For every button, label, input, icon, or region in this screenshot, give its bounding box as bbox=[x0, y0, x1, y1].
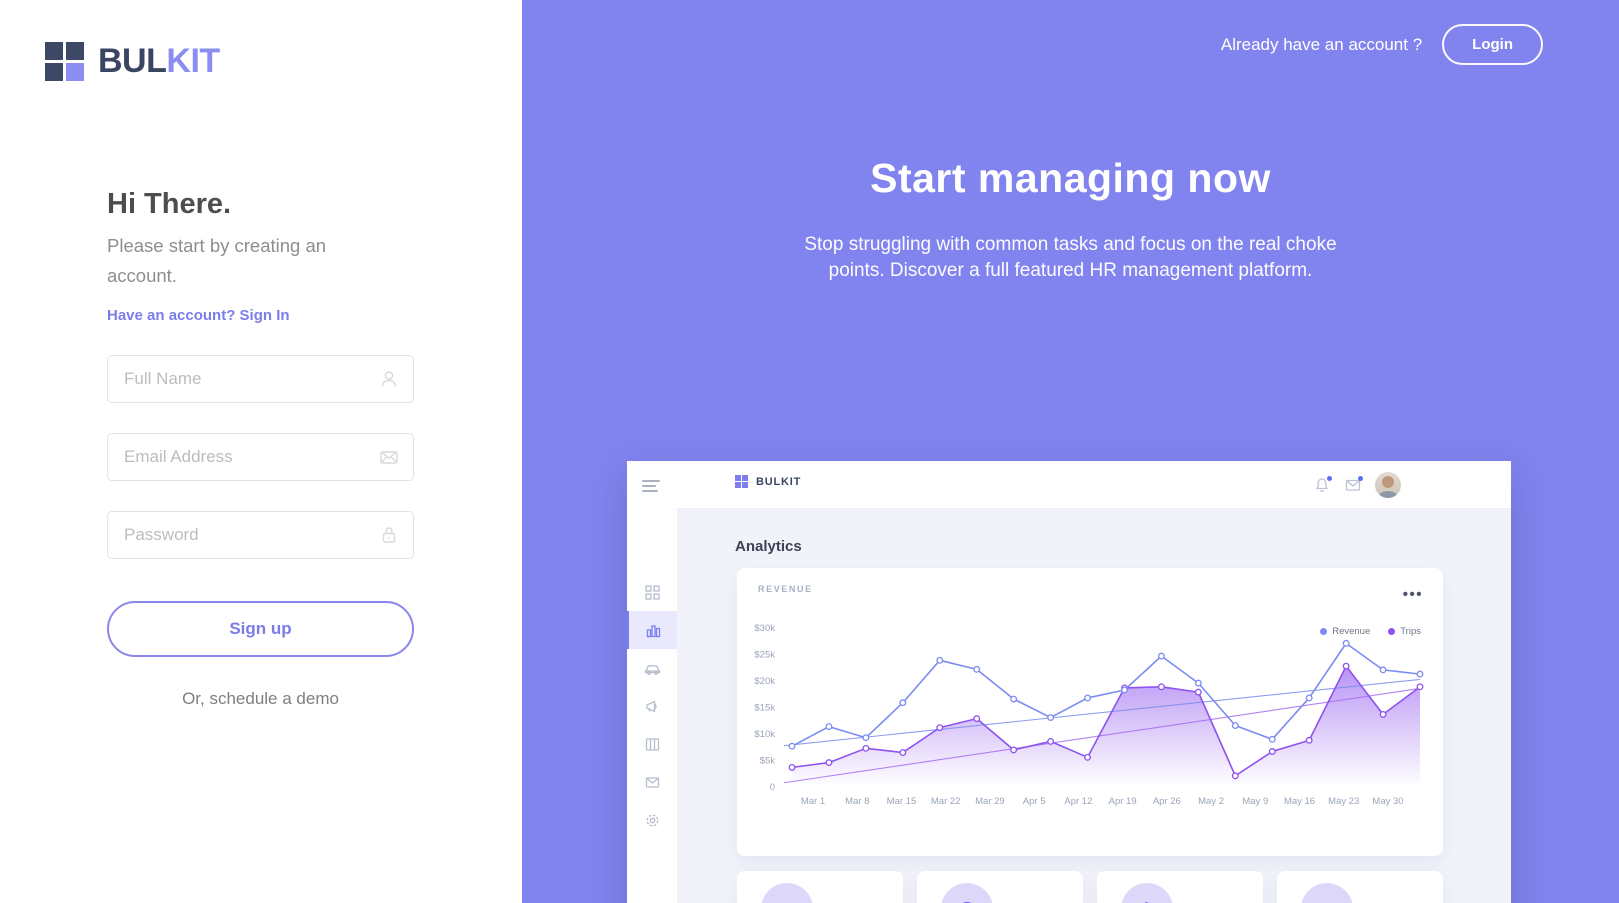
card-menu-dots-icon: ••• bbox=[1402, 586, 1423, 603]
svg-text:$20k: $20k bbox=[754, 676, 775, 687]
target-icon bbox=[941, 883, 993, 903]
svg-text:Mar 8: Mar 8 bbox=[845, 796, 869, 807]
revenue-card: REVENUE ••• Revenue Trips $30k $25k $20k $1… bbox=[737, 568, 1443, 856]
login-button[interactable]: Login bbox=[1442, 24, 1543, 65]
svg-text:May 9: May 9 bbox=[1242, 796, 1268, 807]
bulkit-logo: BULKIT bbox=[45, 42, 220, 81]
account-prompt: Already have an account ? bbox=[1220, 34, 1423, 54]
svg-text:Apr 26: Apr 26 bbox=[1153, 796, 1181, 807]
megaphone-icon bbox=[627, 687, 677, 725]
columns-icon bbox=[627, 725, 677, 763]
svg-text:$25k: $25k bbox=[754, 650, 775, 661]
svg-text:Apr 12: Apr 12 bbox=[1064, 796, 1092, 807]
dashboard-preview: BULKIT Analytics REVENUE ••• Revenue Tr bbox=[627, 461, 1511, 903]
schedule-demo-link[interactable]: Or, schedule a demo bbox=[182, 689, 339, 708]
bulkit-mini-logo-icon bbox=[735, 475, 748, 488]
kpi-card bbox=[917, 871, 1083, 903]
hero-panel: Already have an account ? Login Start ma… bbox=[522, 0, 1619, 903]
svg-text:Mar 22: Mar 22 bbox=[931, 796, 961, 807]
chart-legend: Revenue Trips bbox=[1320, 626, 1421, 637]
signup-panel: BULKIT Hi There. Please start by creatin… bbox=[0, 0, 522, 903]
svg-text:May 23: May 23 bbox=[1328, 796, 1359, 807]
revenue-chart: $30k $25k $20k $15k $10k $5k 0 Mar 1 Mar 8 Mar 15… bbox=[754, 623, 1424, 807]
analytics-title: Analytics bbox=[735, 538, 802, 555]
hero-title: Start managing now bbox=[870, 155, 1271, 201]
kpi-cards-row bbox=[737, 871, 1443, 903]
hero-description: Stop struggling with common tasks and fo… bbox=[804, 234, 1337, 281]
welcome-heading: Hi There. bbox=[107, 188, 232, 220]
svg-text:$10k: $10k bbox=[754, 729, 775, 740]
password-field-wrap bbox=[107, 511, 414, 559]
preview-header: BULKIT bbox=[677, 461, 1511, 509]
mail-notification-icon bbox=[1344, 476, 1363, 494]
svg-text:Apr 5: Apr 5 bbox=[1023, 796, 1046, 807]
growth-icon bbox=[1301, 883, 1353, 903]
tap-icon bbox=[1121, 883, 1173, 903]
signin-link[interactable]: Have an account? Sign In bbox=[107, 307, 290, 324]
check-icon bbox=[761, 883, 813, 903]
gear-icon bbox=[627, 801, 677, 839]
svg-text:$5k: $5k bbox=[760, 756, 776, 767]
legend-trips: Trips bbox=[1388, 626, 1421, 637]
revenue-card-title: REVENUE bbox=[758, 584, 813, 594]
password-input[interactable] bbox=[107, 511, 414, 559]
svg-text:0: 0 bbox=[770, 782, 775, 793]
mail-icon bbox=[627, 763, 677, 801]
bell-icon bbox=[1313, 476, 1332, 494]
kpi-card bbox=[1277, 871, 1443, 903]
svg-text:Mar 1: Mar 1 bbox=[801, 796, 825, 807]
svg-text:Apr 19: Apr 19 bbox=[1109, 796, 1137, 807]
kpi-card bbox=[737, 871, 903, 903]
grid-icon bbox=[627, 573, 677, 611]
email-field-wrap bbox=[107, 433, 414, 481]
svg-text:Mar 29: Mar 29 bbox=[975, 796, 1005, 807]
preview-brand-name: BULKIT bbox=[756, 475, 802, 488]
preview-brand: BULKIT bbox=[735, 475, 801, 488]
svg-text:May 16: May 16 bbox=[1284, 796, 1315, 807]
bar-chart-icon bbox=[627, 611, 677, 649]
menu-icon bbox=[642, 480, 660, 495]
svg-text:$15k: $15k bbox=[754, 703, 775, 714]
svg-text:$30k: $30k bbox=[754, 623, 775, 634]
legend-revenue: Revenue bbox=[1320, 626, 1370, 637]
car-icon bbox=[627, 649, 677, 687]
bulkit-logo-text: BULKIT bbox=[98, 42, 220, 80]
kpi-card bbox=[1097, 871, 1263, 903]
svg-text:May 30: May 30 bbox=[1372, 796, 1403, 807]
intro-text: Please start by creating an account. bbox=[107, 235, 327, 286]
avatar bbox=[1375, 472, 1401, 498]
svg-text:May 2: May 2 bbox=[1198, 796, 1224, 807]
bulkit-logo-mark-icon bbox=[45, 42, 84, 81]
signup-button[interactable]: Sign up bbox=[107, 601, 414, 657]
preview-sidebar bbox=[627, 461, 677, 903]
email-input[interactable] bbox=[107, 433, 414, 481]
svg-text:Mar 15: Mar 15 bbox=[887, 796, 917, 807]
fullname-field-wrap bbox=[107, 355, 414, 403]
fullname-input[interactable] bbox=[107, 355, 414, 403]
